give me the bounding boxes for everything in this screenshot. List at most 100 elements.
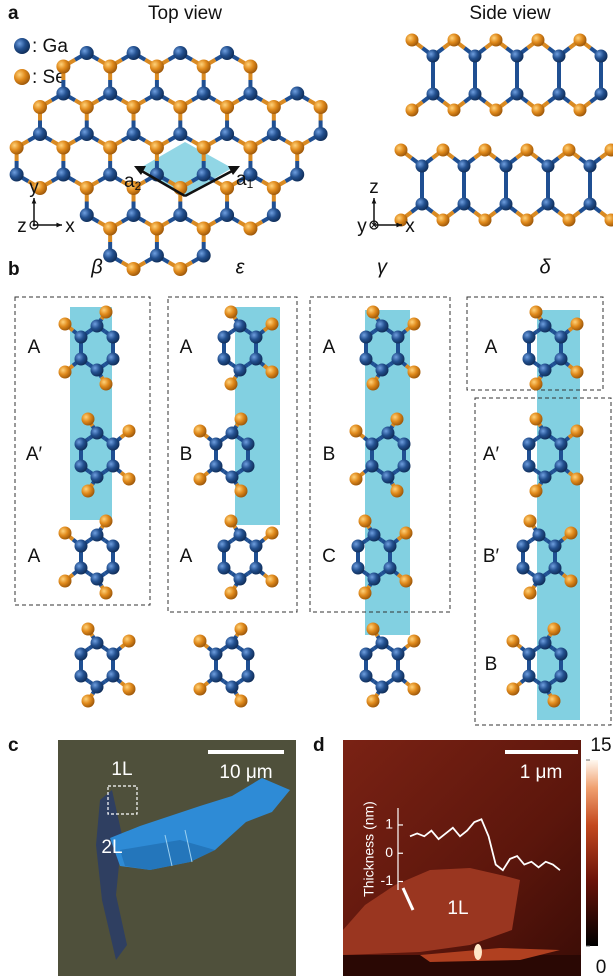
ga-atom (234, 364, 247, 377)
ga-atom (91, 320, 104, 333)
ga-atom (91, 637, 104, 650)
ga-atom (517, 540, 530, 553)
ga-atom (150, 249, 164, 263)
ga-atom (242, 438, 255, 451)
axis-label: z (369, 177, 379, 198)
vector-sub: 2 (135, 179, 142, 193)
ga-atom (376, 681, 389, 694)
ga-atom (210, 648, 223, 661)
ga-atom (555, 460, 568, 473)
panel-d: d1L1 μm-101Thickness (nm)015 (313, 735, 612, 978)
ga-atom (75, 562, 88, 575)
ga-atom (539, 427, 552, 440)
ga-atom (469, 88, 482, 101)
se-atom (100, 515, 113, 528)
ga-atom (75, 353, 88, 366)
ga-atom (197, 87, 211, 101)
se-atom (123, 635, 136, 648)
se-atom (350, 425, 363, 438)
ga-atom (533, 573, 546, 586)
ga-atom (91, 573, 104, 586)
ga-atom (243, 87, 257, 101)
ga-atom (150, 87, 164, 101)
ga-atom (250, 331, 263, 344)
vector-sub: 1 (247, 177, 254, 191)
stacking-label: B (485, 654, 498, 675)
ga-atom (517, 562, 530, 575)
ga-atom (91, 529, 104, 542)
colorbar (586, 760, 598, 946)
ga-atom (103, 168, 117, 182)
ga-atom (539, 637, 552, 650)
panel-label: c (8, 735, 19, 756)
ga-atom (382, 427, 395, 440)
panel-c: c10 μm1L2L (8, 735, 296, 976)
ga-atom (75, 648, 88, 661)
ga-atom (523, 648, 536, 661)
stacking-label: A (180, 546, 193, 567)
ga-atom (458, 198, 471, 211)
ga-atom (376, 637, 389, 650)
inset-ylabel: Thickness (nm) (361, 801, 377, 897)
ga-atom (458, 160, 471, 173)
vector-base: a (124, 171, 135, 192)
se-atom (100, 587, 113, 600)
ga-atom (218, 331, 231, 344)
se-atom (150, 60, 164, 74)
ga-atom (360, 670, 373, 683)
ga-atom (549, 540, 562, 553)
ga-atom (595, 88, 608, 101)
ga-atom (197, 249, 211, 263)
phase-label: δ (539, 256, 551, 278)
ga-atom (553, 88, 566, 101)
se-atom (123, 425, 136, 438)
colorbar-label: 0 (596, 957, 607, 978)
se-atom (197, 141, 211, 155)
ga-atom (107, 648, 120, 661)
se-atom (408, 318, 421, 331)
ga-atom (107, 353, 120, 366)
ga-atom (500, 198, 513, 211)
se-atom (33, 100, 47, 114)
phase-label: γ (377, 256, 388, 278)
se-atom (225, 515, 238, 528)
se-atom (532, 34, 545, 47)
inset-tick-label: 0 (385, 844, 393, 860)
panel-label: b (8, 259, 20, 280)
se-atom (243, 141, 257, 155)
se-atom (395, 144, 408, 157)
ga-atom (107, 460, 120, 473)
se-atom (521, 214, 534, 227)
ga-atom (427, 50, 440, 63)
ga-atom (127, 208, 141, 222)
ga-atom (91, 681, 104, 694)
ga-atom (555, 353, 568, 366)
ga-atom (533, 529, 546, 542)
se-atom (266, 527, 279, 540)
se-atom (82, 413, 95, 426)
ga-atom (382, 471, 395, 484)
se-atom (437, 214, 450, 227)
ga-atom (366, 438, 379, 451)
se-atom (194, 683, 207, 696)
se-atom (103, 222, 117, 236)
se-atom (235, 623, 248, 636)
ga-atom (523, 438, 536, 451)
se-atom (367, 695, 380, 708)
ga-atom (539, 471, 552, 484)
ga-atom (220, 208, 234, 222)
axis-label: x (65, 216, 75, 237)
ga-atom (290, 168, 304, 182)
se-atom (82, 485, 95, 498)
se-atom (80, 100, 94, 114)
se-atom (548, 623, 561, 636)
ga-atom (360, 331, 373, 344)
se-atom (479, 144, 492, 157)
ga-atom (226, 427, 239, 440)
se-atom (220, 181, 234, 195)
ga-atom (539, 681, 552, 694)
ga-atom (368, 529, 381, 542)
ga-atom (218, 353, 231, 366)
ga-atom (75, 460, 88, 473)
